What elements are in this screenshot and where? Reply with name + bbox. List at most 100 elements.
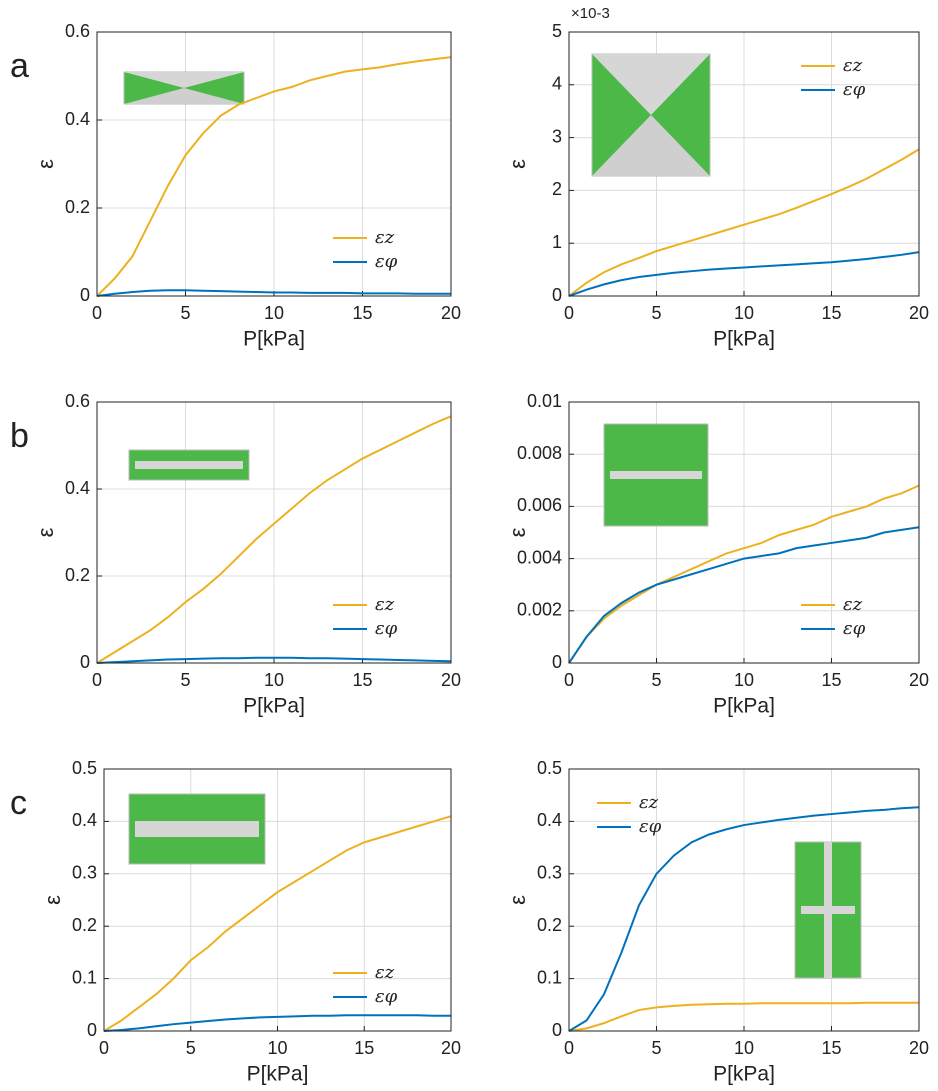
x-tick-label: 10 (734, 1038, 754, 1058)
inset-image (592, 54, 710, 115)
series-line (96, 56, 452, 297)
x-tick-label: 5 (180, 670, 190, 690)
y-tick-label: 0.2 (72, 915, 97, 935)
inset-image (124, 72, 244, 88)
x-tick-label: 10 (264, 303, 284, 323)
y-tick-label: 1 (552, 232, 562, 252)
x-tick-label: 5 (180, 303, 190, 323)
series-line (96, 656, 452, 664)
y-tick-label: 0.6 (65, 21, 90, 41)
y-axis-label: ε (505, 527, 530, 537)
legend-label: εφ (639, 816, 662, 837)
x-tick-label: 15 (821, 1038, 841, 1058)
x-axis-label: P[kPa] (713, 328, 775, 351)
x-tick-label: 5 (651, 303, 661, 323)
legend-label: εφ (843, 79, 866, 100)
series-line (568, 806, 920, 1032)
y-tick-label: 0.5 (537, 758, 562, 778)
x-tick-label: 10 (264, 670, 284, 690)
y-axis-label: ε (505, 895, 530, 905)
y-tick-label: 0 (80, 285, 90, 305)
x-tick-label: 20 (909, 303, 929, 323)
series-line (103, 815, 452, 1032)
series-line (103, 1014, 451, 1032)
x-tick-label: 0 (92, 303, 102, 323)
x-axis-label: P[kPa] (243, 328, 305, 351)
axes-box (568, 768, 920, 1032)
x-tick-label: 20 (441, 303, 461, 323)
x-tick-label: 15 (821, 670, 841, 690)
y-axis-label: ε (40, 895, 65, 905)
series-line (568, 526, 920, 664)
axes-box (568, 401, 920, 664)
inset-image (135, 821, 259, 837)
x-tick-label: 0 (92, 670, 102, 690)
x-tick-label: 0 (99, 1038, 109, 1058)
y-multiplier: ×10-3 (571, 5, 610, 22)
x-tick-label: 0 (564, 670, 574, 690)
y-tick-label: 0.4 (537, 810, 562, 830)
x-tick-label: 0 (564, 1038, 574, 1058)
legend-label: εz (639, 792, 659, 813)
y-tick-label: 0.2 (65, 197, 90, 217)
legend-label: εz (843, 55, 863, 76)
x-tick-label: 15 (352, 670, 372, 690)
y-tick-label: 0.2 (537, 915, 562, 935)
x-tick-label: 20 (441, 670, 461, 690)
axes-box (96, 401, 452, 664)
y-tick-label: 0.4 (65, 478, 90, 498)
inset-image (135, 461, 243, 469)
x-axis-label: P[kPa] (247, 1063, 309, 1086)
y-tick-label: 5 (552, 21, 562, 41)
y-tick-label: 0.1 (537, 967, 562, 987)
y-tick-label: 0.6 (65, 391, 90, 411)
x-axis-label: P[kPa] (713, 1063, 775, 1086)
legend-label: εφ (843, 618, 866, 639)
y-tick-label: 0.4 (72, 810, 97, 830)
y-tick-label: 0.006 (517, 495, 562, 515)
x-tick-label: 10 (734, 670, 754, 690)
x-tick-label: 10 (734, 303, 754, 323)
legend-label: εz (843, 594, 863, 615)
y-tick-label: 0 (87, 1020, 97, 1040)
x-axis-label: P[kPa] (243, 695, 305, 718)
axes-box (96, 31, 452, 297)
y-tick-label: 0 (552, 1020, 562, 1040)
x-tick-label: 5 (186, 1038, 196, 1058)
inset-image (592, 115, 710, 176)
y-tick-label: 4 (552, 74, 562, 94)
y-tick-label: 0.3 (72, 863, 97, 883)
y-axis-label: ε (505, 159, 530, 169)
x-tick-label: 15 (354, 1038, 374, 1058)
y-tick-label: 0.008 (517, 443, 562, 463)
series-line (96, 289, 451, 297)
panel-label: a (10, 47, 29, 85)
x-tick-label: 20 (909, 670, 929, 690)
x-tick-label: 20 (441, 1038, 461, 1058)
y-tick-label: 0.01 (527, 391, 562, 411)
legend-label: εφ (375, 618, 398, 639)
y-tick-label: 0.4 (65, 109, 90, 129)
axes-box (103, 768, 452, 1032)
y-tick-label: 0.1 (72, 967, 97, 987)
x-tick-label: 0 (564, 303, 574, 323)
y-tick-label: 0 (552, 652, 562, 672)
x-tick-label: 5 (651, 1038, 661, 1058)
x-tick-label: 20 (909, 1038, 929, 1058)
panel-label: c (10, 784, 27, 822)
y-tick-label: 0.5 (72, 758, 97, 778)
y-tick-label: 0.002 (517, 600, 562, 620)
series-line (568, 484, 920, 664)
legend-label: εz (375, 227, 395, 248)
x-tick-label: 15 (821, 303, 841, 323)
legend-label: εφ (375, 251, 398, 272)
series-line (568, 148, 920, 297)
x-axis-label: P[kPa] (713, 695, 775, 718)
y-axis-label: ε (33, 527, 58, 537)
legend-label: εφ (375, 986, 398, 1007)
x-tick-label: 15 (352, 303, 372, 323)
inset-image (801, 906, 855, 914)
series-line (568, 1001, 919, 1032)
y-tick-label: 0 (80, 652, 90, 672)
